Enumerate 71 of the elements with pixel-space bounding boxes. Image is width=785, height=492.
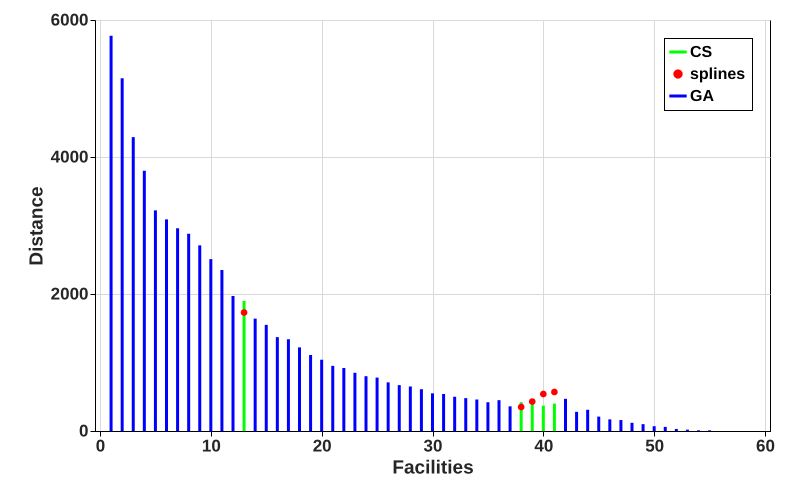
bar	[232, 296, 234, 431]
bar	[552, 404, 556, 431]
bar	[408, 386, 412, 431]
bar	[220, 270, 224, 431]
x-axis-title: Facilities	[392, 458, 474, 478]
point	[518, 404, 525, 410]
x-tick-label: 10	[202, 436, 221, 456]
legend-label: GA	[690, 88, 714, 105]
bar	[453, 396, 456, 431]
x-tick-label: 0	[96, 436, 106, 456]
bar	[187, 234, 190, 431]
bar	[342, 368, 346, 431]
bar	[364, 376, 368, 431]
y-tick-label: 2000	[50, 284, 88, 304]
x-tick-label: 30	[424, 436, 442, 456]
bar	[508, 406, 512, 431]
bar	[353, 372, 356, 431]
x-tick-label: 50	[645, 436, 664, 456]
x-tick-label: 20	[312, 436, 332, 456]
x-tick-label: 40	[534, 436, 554, 456]
bar	[664, 426, 667, 431]
bar	[530, 404, 534, 431]
bar	[542, 406, 545, 431]
bar	[132, 137, 135, 431]
bar	[420, 389, 423, 431]
bar	[154, 210, 157, 431]
bar	[309, 354, 312, 431]
bar	[209, 259, 212, 431]
legend-label: CS	[690, 44, 713, 61]
bar	[486, 402, 490, 431]
bar	[142, 170, 146, 431]
bar	[498, 400, 500, 431]
point	[528, 398, 536, 405]
point	[540, 390, 547, 398]
bar	[242, 300, 246, 431]
legend-label: splines	[690, 66, 746, 83]
bar	[575, 412, 578, 431]
bar	[608, 419, 612, 431]
bar	[652, 426, 656, 431]
bar	[198, 245, 202, 431]
bar	[586, 410, 590, 431]
y-tick-label: 4000	[50, 148, 88, 166]
bar	[619, 420, 622, 431]
bar	[165, 219, 168, 431]
bar	[254, 318, 257, 431]
bar	[176, 228, 180, 431]
bar	[442, 394, 446, 431]
bar	[597, 416, 600, 431]
bar	[276, 337, 279, 431]
bar	[286, 339, 290, 431]
bar	[120, 78, 124, 431]
bar	[431, 393, 434, 431]
bar	[464, 398, 468, 431]
y-tick-label: 0	[79, 422, 88, 440]
bar	[398, 385, 401, 431]
bar	[475, 399, 478, 431]
bar	[642, 424, 645, 431]
bar	[110, 36, 113, 431]
bar	[264, 324, 268, 431]
point	[551, 388, 558, 396]
bar	[331, 366, 334, 431]
y-tick-label: 6000	[50, 10, 88, 30]
bar	[320, 360, 324, 431]
point	[240, 309, 248, 316]
bar	[386, 382, 390, 431]
bar	[630, 422, 634, 431]
bar	[564, 398, 567, 431]
bar	[376, 378, 379, 431]
x-tick-label: 60	[756, 436, 775, 456]
bar	[298, 347, 301, 431]
y-axis-title: Distance	[26, 186, 48, 266]
